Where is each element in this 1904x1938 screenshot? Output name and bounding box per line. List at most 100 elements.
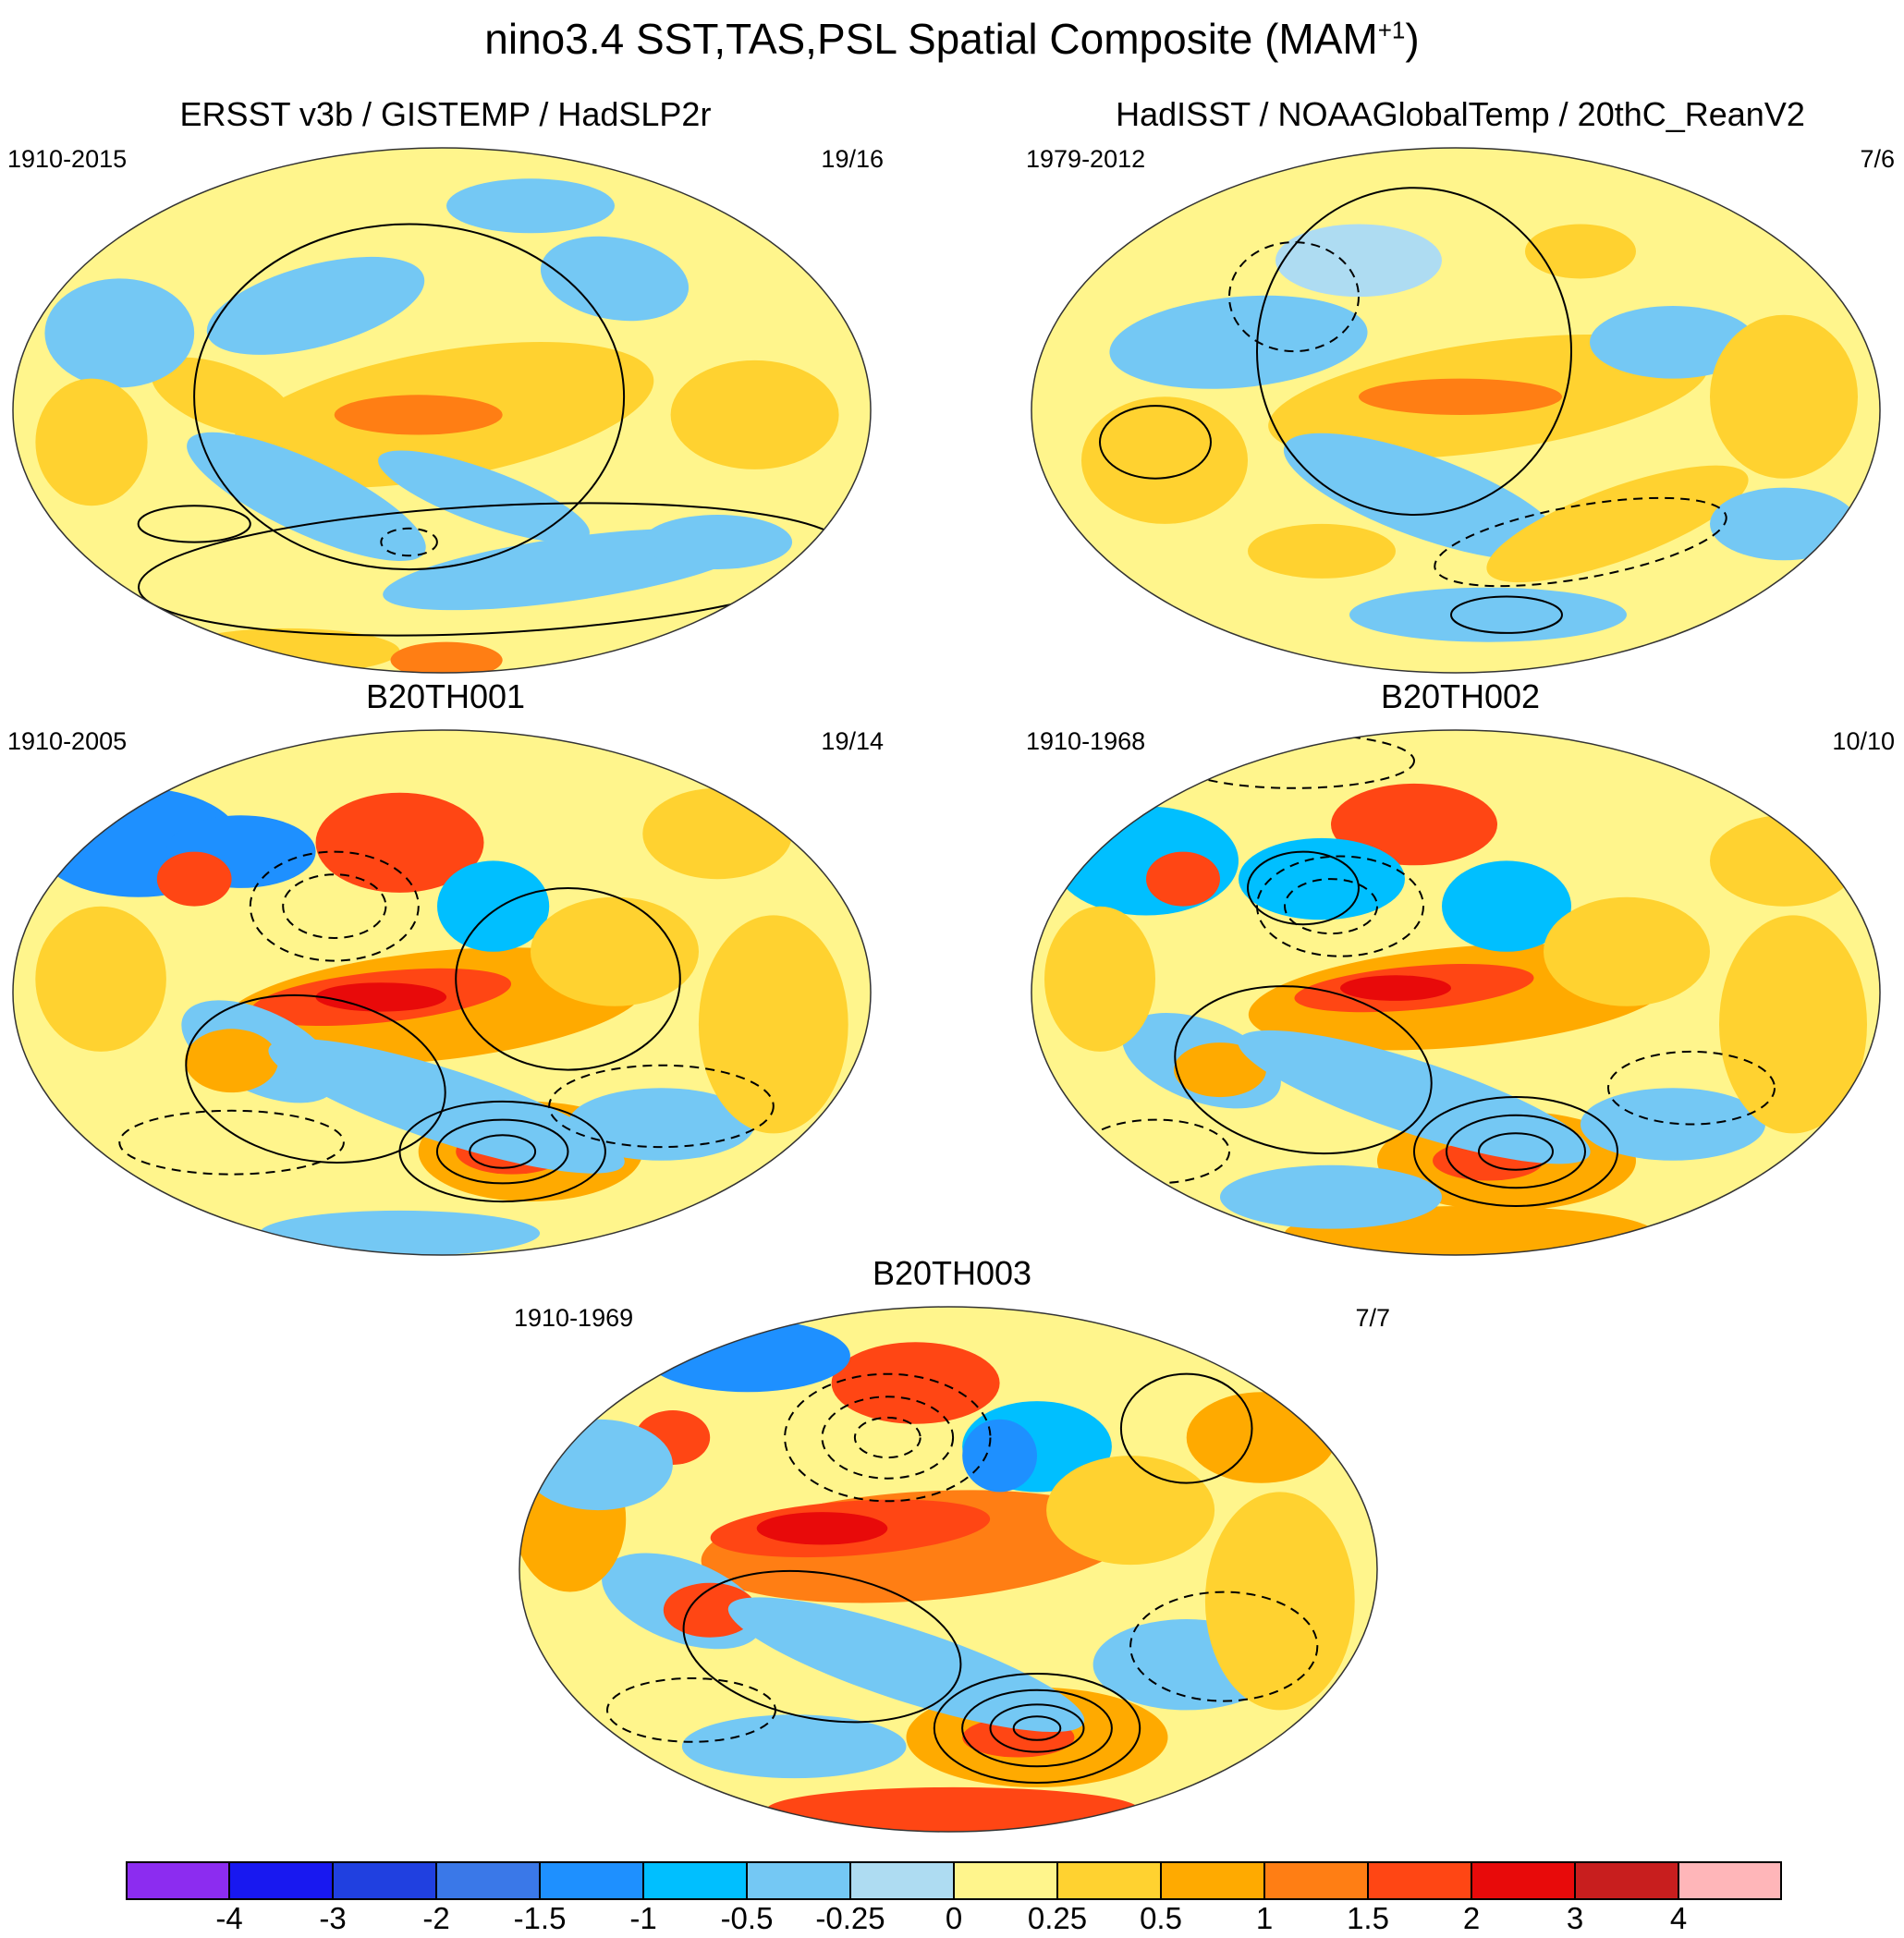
anomaly-region: [1186, 1392, 1336, 1483]
anomaly-region: [151, 357, 294, 436]
psl-contour-negative: [784, 1372, 992, 1503]
anomaly-region: [765, 1786, 1141, 1832]
figure-title-superscript: +1: [1377, 16, 1406, 44]
anomaly-region: [531, 896, 699, 1006]
map-composite: [12, 729, 872, 1256]
anomaly-region: [663, 1582, 757, 1638]
anomaly-region: [378, 450, 590, 543]
psl-contour-negative: [1228, 241, 1360, 353]
panel-year-range: 1910-1968: [1026, 727, 1146, 755]
anomaly-region: [1054, 806, 1239, 916]
colorbar-swatch: [1471, 1862, 1576, 1899]
psl-contour-positive: [1413, 1096, 1618, 1207]
psl-contour-positive: [1478, 1132, 1554, 1171]
anomaly-region: [334, 395, 503, 435]
anomaly-region: [187, 432, 426, 562]
psl-contour-negative: [380, 527, 438, 557]
anomaly-region: [1174, 1042, 1266, 1098]
map-composite: [1031, 147, 1881, 674]
anomaly-region: [1239, 837, 1405, 920]
colorbar-swatch: [954, 1862, 1058, 1899]
psl-contour-negative: [821, 1396, 955, 1480]
map-border: [12, 147, 872, 674]
colorbar-swatch: [850, 1862, 955, 1899]
figure-title-text: nino3.4 SST,TAS,PSL Spatial Composite (M…: [484, 15, 1378, 63]
colorbar-tick-label: 3: [1566, 1901, 1584, 1935]
map-border: [1031, 729, 1881, 1256]
anomaly-region: [1248, 523, 1396, 579]
psl-contour-positive: [1099, 405, 1212, 480]
psl-contour-negative: [118, 1109, 345, 1176]
anomaly-region: [681, 1714, 907, 1779]
anomaly-region: [156, 851, 232, 907]
colorbar-tick-label: -1: [629, 1901, 657, 1935]
panel-year-range: 1910-1969: [514, 1304, 634, 1332]
anomaly-region: [831, 1342, 1000, 1424]
colorbar-swatch: [1057, 1862, 1162, 1899]
anomaly-region: [1146, 851, 1220, 907]
psl-contour-negative: [282, 873, 387, 940]
colorbar-tick-label: 1: [1255, 1901, 1274, 1935]
anomaly-region: [1220, 1164, 1442, 1229]
anomaly-region: [540, 236, 690, 322]
panel-title: B20TH002: [1380, 677, 1541, 715]
psl-contour-positive: [1247, 850, 1360, 926]
panel-event-count: 7/6: [1860, 145, 1895, 173]
anomaly-region: [1525, 224, 1636, 279]
anomaly-region: [1044, 906, 1155, 1052]
panel-b20th002: B20TH002 1910-1968 10/10: [1026, 678, 1895, 1261]
psl-contour-positive: [137, 505, 251, 543]
psl-contour-positive: [193, 223, 626, 571]
anomaly-region: [1275, 224, 1442, 298]
psl-contour-positive: [933, 1673, 1141, 1784]
psl-contour-positive: [455, 886, 681, 1071]
panel-title: B20TH001: [365, 677, 526, 715]
anomaly-region: [1283, 433, 1564, 561]
panel-b20th003: B20TH003 1910-1969 7/7: [514, 1255, 1390, 1837]
psl-contour-negative: [1607, 1050, 1776, 1126]
anomaly-region: [1710, 487, 1858, 561]
anomaly-region: [259, 1210, 541, 1255]
colorbar-swatch: [747, 1862, 851, 1899]
colorbar-swatch: [436, 1862, 541, 1899]
map-border: [1031, 147, 1881, 674]
panel-hadisst: HadISST / NOAAGlobalTemp / 20thC_ReanV2 …: [1026, 96, 1895, 678]
anomaly-region: [315, 792, 484, 893]
colorbar-tick-label: -1.5: [513, 1901, 567, 1935]
colorbar-swatch: [643, 1862, 748, 1899]
map-composite: [12, 147, 872, 674]
map-border: [519, 1306, 1378, 1833]
psl-contour-positive: [682, 1569, 962, 1724]
anomaly-region: [185, 1029, 279, 1093]
map-composite: [1031, 729, 1881, 1256]
colorbar-tick-label: -3: [319, 1901, 347, 1935]
anomaly-region: [315, 982, 447, 1012]
anomaly-region: [436, 860, 550, 952]
colorbar-labels: -4 -3 -2 -1.5 -1 -0.5 -0.25 0 0.25 0.5 1 1.5 2 3 4: [126, 1902, 1782, 1935]
anomaly-region: [962, 1419, 1037, 1493]
psl-contour-positive: [961, 1688, 1113, 1768]
psl-contour-negative: [1129, 1591, 1319, 1702]
psl-contour-positive: [989, 1703, 1085, 1753]
anomaly-region: [1442, 860, 1571, 952]
colorbar-swatch: [1264, 1862, 1369, 1899]
anomaly-region: [642, 515, 793, 569]
anomaly-region: [1046, 1456, 1215, 1566]
colorbar-tick-label: 2: [1462, 1901, 1481, 1935]
anomaly-region: [1544, 896, 1710, 1006]
anomaly-region: [727, 1597, 1085, 1733]
colorbar-tick-label: 0.25: [1027, 1901, 1088, 1935]
anomaly-region: [1109, 295, 1368, 389]
psl-contour-positive: [1119, 1372, 1253, 1484]
anomaly-region: [670, 360, 839, 469]
anomaly-region: [1349, 587, 1627, 642]
psl-contour-negative: [853, 1416, 921, 1459]
anomaly-region: [1710, 815, 1858, 907]
anomaly-region: [644, 1319, 850, 1393]
anomaly-region: [642, 787, 793, 880]
colorbar-tick-label: -4: [215, 1901, 243, 1935]
psl-contour-positive: [435, 1118, 569, 1185]
anomaly-region: [1331, 783, 1497, 866]
anomaly-region: [1486, 465, 1749, 583]
colorbar-tick-label: 0.5: [1140, 1901, 1182, 1935]
